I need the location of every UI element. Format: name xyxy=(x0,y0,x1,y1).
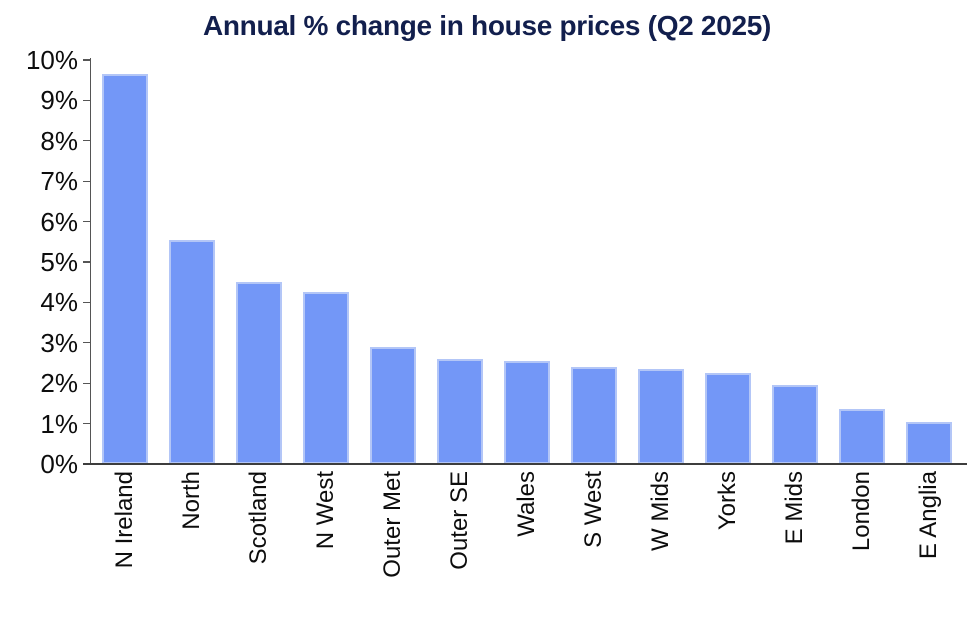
bar-yorks xyxy=(705,373,751,464)
y-tick-mark xyxy=(83,140,91,142)
x-axis-label: London xyxy=(848,471,875,552)
bar-n-ireland xyxy=(102,74,148,464)
y-tick-label: 10% xyxy=(25,45,78,75)
x-axis-label: W Mids xyxy=(647,471,674,551)
y-tick-mark xyxy=(83,301,91,304)
chart-title: Annual % change in house prices (Q2 2025… xyxy=(202,10,772,41)
y-tick-label: 7% xyxy=(40,166,78,197)
x-axis-label: N West xyxy=(312,471,339,550)
bar-e-anglia xyxy=(906,421,952,464)
y-tick-label: 9% xyxy=(40,85,78,116)
y-tick-label: 5% xyxy=(40,247,78,277)
bar-london xyxy=(839,409,885,464)
y-tick-mark xyxy=(83,382,91,384)
y-tick-label: 6% xyxy=(40,206,78,237)
x-axis-label: Outer Met xyxy=(379,471,406,578)
x-axis-label: N Ireland xyxy=(111,471,138,569)
y-tick-label: 2% xyxy=(40,368,78,399)
y-tick-mark xyxy=(83,261,91,263)
y-tick-mark xyxy=(83,220,91,223)
bar-scotland xyxy=(236,282,282,464)
bar-s-west xyxy=(571,367,617,464)
y-tick-label: 1% xyxy=(40,408,78,439)
y-tick-mark xyxy=(83,59,91,61)
y-tick-mark xyxy=(83,342,91,344)
y-tick-mark xyxy=(83,99,91,102)
x-axis-label: S West xyxy=(580,471,607,548)
bar-e-mids xyxy=(772,385,818,464)
bar-north xyxy=(169,239,215,464)
x-axis-line xyxy=(83,463,967,466)
x-axis-label: Scotland xyxy=(245,471,272,565)
x-axis-label: Wales xyxy=(513,471,540,537)
y-tick-label: 0% xyxy=(40,449,78,479)
x-axis-label: Yorks xyxy=(714,471,741,531)
y-tick-label: 8% xyxy=(40,125,78,156)
y-tick-label: 3% xyxy=(40,327,78,358)
x-axis-label: Outer SE xyxy=(446,471,473,570)
x-axis-label: E Anglia xyxy=(915,471,942,560)
bar-outer-met xyxy=(370,346,416,464)
x-axis-label: E Mids xyxy=(781,471,808,545)
bar-wales xyxy=(504,360,550,464)
y-tick-mark xyxy=(83,422,91,425)
bar-n-west xyxy=(303,292,349,464)
bar-w-mids xyxy=(638,369,684,464)
x-axis-label: North xyxy=(178,471,205,530)
y-tick-mark xyxy=(83,180,91,182)
y-tick-label: 4% xyxy=(40,287,78,318)
bar-outer-se xyxy=(437,358,483,464)
